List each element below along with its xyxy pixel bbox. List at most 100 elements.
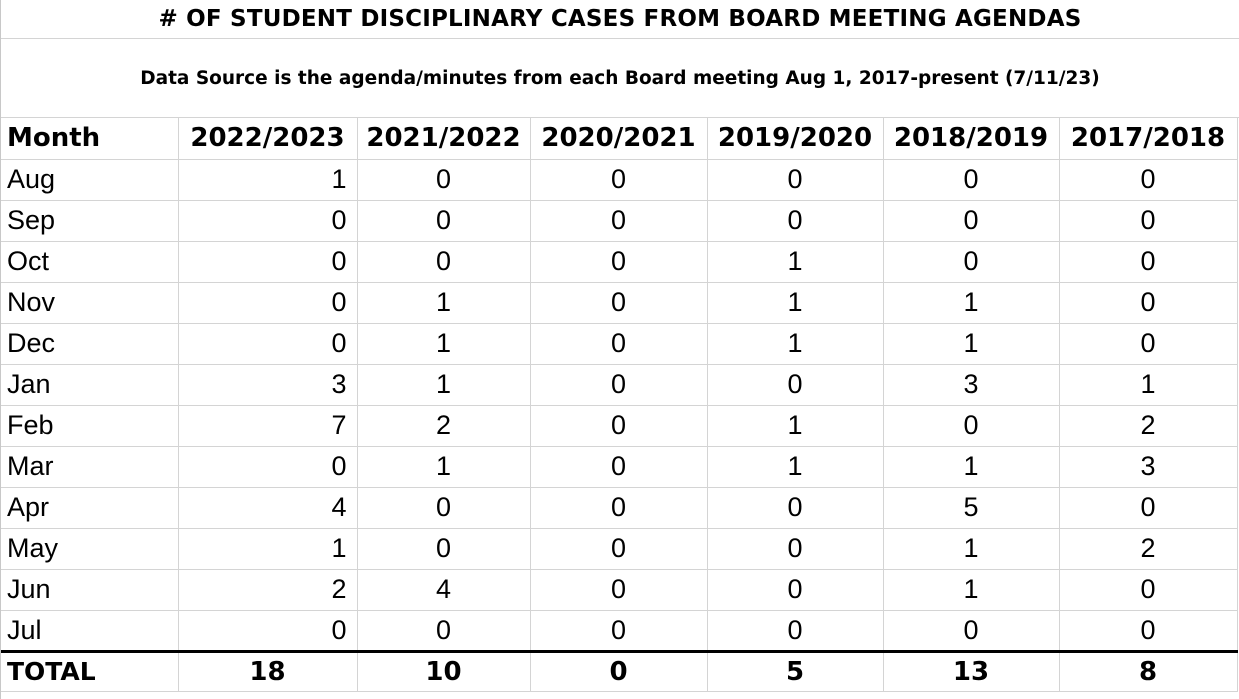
month-cell[interactable]: Dec bbox=[1, 322, 179, 365]
value-cell[interactable]: 0 bbox=[177, 609, 358, 652]
value-cell[interactable]: 7 bbox=[177, 404, 358, 447]
value-cell[interactable]: 1 bbox=[356, 281, 531, 324]
value-cell[interactable]: 1 bbox=[706, 445, 884, 488]
value-cell[interactable]: 0 bbox=[1058, 568, 1238, 611]
column-header-year[interactable]: 2018/2019 bbox=[882, 118, 1060, 160]
value-cell[interactable]: 1 bbox=[882, 527, 1060, 570]
value-cell[interactable]: 0 bbox=[177, 199, 358, 242]
value-cell[interactable]: 4 bbox=[177, 486, 358, 529]
value-cell[interactable]: 0 bbox=[529, 609, 708, 652]
value-cell[interactable]: 0 bbox=[356, 527, 531, 570]
value-cell[interactable]: 0 bbox=[882, 240, 1060, 283]
value-cell[interactable]: 0 bbox=[706, 486, 884, 529]
value-cell[interactable]: 0 bbox=[1058, 240, 1238, 283]
total-cell[interactable]: 10 bbox=[356, 649, 531, 692]
column-header-year[interactable]: 2021/2022 bbox=[356, 118, 531, 160]
month-cell[interactable]: Oct bbox=[1, 240, 179, 283]
total-cell[interactable]: 8 bbox=[1058, 649, 1238, 692]
header-row: Month 2022/2023 2021/2022 2020/2021 2019… bbox=[1, 118, 1238, 160]
total-cell[interactable]: 18 bbox=[177, 649, 358, 692]
value-cell[interactable]: 0 bbox=[1058, 281, 1238, 324]
column-header-month[interactable]: Month bbox=[1, 118, 179, 160]
value-cell[interactable]: 0 bbox=[177, 322, 358, 365]
value-cell[interactable]: 0 bbox=[356, 609, 531, 652]
month-cell[interactable]: Aug bbox=[1, 158, 179, 201]
total-label[interactable]: TOTAL bbox=[1, 649, 179, 692]
total-cell[interactable]: 0 bbox=[529, 649, 708, 692]
value-cell[interactable]: 1 bbox=[706, 240, 884, 283]
total-cell[interactable]: 13 bbox=[882, 649, 1060, 692]
value-cell[interactable]: 1 bbox=[177, 527, 358, 570]
value-cell[interactable]: 0 bbox=[177, 281, 358, 324]
value-cell[interactable]: 0 bbox=[1058, 322, 1238, 365]
month-cell[interactable]: Feb bbox=[1, 404, 179, 447]
column-header-year[interactable]: 2022/2023 bbox=[177, 118, 358, 160]
month-cell[interactable]: Sep bbox=[1, 199, 179, 242]
value-cell[interactable]: 0 bbox=[529, 363, 708, 406]
value-cell[interactable]: 0 bbox=[529, 568, 708, 611]
value-cell[interactable]: 0 bbox=[356, 199, 531, 242]
total-cell[interactable]: 5 bbox=[706, 649, 884, 692]
month-cell[interactable]: Jul bbox=[1, 609, 179, 652]
value-cell[interactable]: 0 bbox=[529, 322, 708, 365]
value-cell[interactable]: 3 bbox=[882, 363, 1060, 406]
value-cell[interactable]: 0 bbox=[177, 445, 358, 488]
value-cell[interactable]: 0 bbox=[706, 199, 884, 242]
value-cell[interactable]: 0 bbox=[529, 445, 708, 488]
value-cell[interactable]: 0 bbox=[882, 404, 1060, 447]
value-cell[interactable]: 2 bbox=[356, 404, 531, 447]
value-cell[interactable]: 3 bbox=[1058, 445, 1238, 488]
value-cell[interactable]: 0 bbox=[356, 486, 531, 529]
value-cell[interactable]: 2 bbox=[1058, 527, 1238, 570]
value-cell[interactable]: 0 bbox=[706, 609, 884, 652]
column-header-year[interactable]: 2017/2018 bbox=[1058, 118, 1238, 160]
table-row: Dec 0 1 0 1 1 0 bbox=[1, 322, 1238, 365]
month-cell[interactable]: Nov bbox=[1, 281, 179, 324]
value-cell[interactable]: 1 bbox=[177, 158, 358, 201]
value-cell[interactable]: 0 bbox=[1058, 158, 1238, 201]
value-cell[interactable]: 0 bbox=[529, 240, 708, 283]
value-cell[interactable]: 1 bbox=[356, 322, 531, 365]
value-cell[interactable]: 1 bbox=[706, 281, 884, 324]
month-cell[interactable]: Jun bbox=[1, 568, 179, 611]
value-cell[interactable]: 2 bbox=[1058, 404, 1238, 447]
value-cell[interactable]: 0 bbox=[706, 568, 884, 611]
value-cell[interactable]: 0 bbox=[882, 158, 1060, 201]
value-cell[interactable]: 0 bbox=[882, 199, 1060, 242]
column-header-year[interactable]: 2019/2020 bbox=[706, 118, 884, 160]
month-cell[interactable]: May bbox=[1, 527, 179, 570]
value-cell[interactable]: 0 bbox=[177, 240, 358, 283]
value-cell[interactable]: 0 bbox=[1058, 199, 1238, 242]
value-cell[interactable]: 0 bbox=[356, 158, 531, 201]
month-cell[interactable]: Jan bbox=[1, 363, 179, 406]
value-cell[interactable]: 1 bbox=[882, 445, 1060, 488]
value-cell[interactable]: 1 bbox=[882, 568, 1060, 611]
value-cell[interactable]: 1 bbox=[356, 445, 531, 488]
value-cell[interactable]: 0 bbox=[529, 486, 708, 529]
value-cell[interactable]: 1 bbox=[706, 404, 884, 447]
value-cell[interactable]: 0 bbox=[1058, 609, 1238, 652]
value-cell[interactable]: 1 bbox=[882, 281, 1060, 324]
value-cell[interactable]: 0 bbox=[706, 527, 884, 570]
value-cell[interactable]: 0 bbox=[529, 527, 708, 570]
value-cell[interactable]: 0 bbox=[356, 240, 531, 283]
value-cell[interactable]: 0 bbox=[706, 158, 884, 201]
value-cell[interactable]: 1 bbox=[882, 322, 1060, 365]
value-cell[interactable]: 0 bbox=[529, 158, 708, 201]
value-cell[interactable]: 1 bbox=[356, 363, 531, 406]
month-cell[interactable]: Mar bbox=[1, 445, 179, 488]
value-cell[interactable]: 1 bbox=[1058, 363, 1238, 406]
column-header-year[interactable]: 2020/2021 bbox=[529, 118, 708, 160]
value-cell[interactable]: 0 bbox=[706, 363, 884, 406]
value-cell[interactable]: 0 bbox=[1058, 486, 1238, 529]
month-cell[interactable]: Apr bbox=[1, 486, 179, 529]
value-cell[interactable]: 0 bbox=[529, 281, 708, 324]
value-cell[interactable]: 0 bbox=[882, 609, 1060, 652]
value-cell[interactable]: 1 bbox=[706, 322, 884, 365]
value-cell[interactable]: 0 bbox=[529, 199, 708, 242]
value-cell[interactable]: 4 bbox=[356, 568, 531, 611]
value-cell[interactable]: 2 bbox=[177, 568, 358, 611]
value-cell[interactable]: 3 bbox=[177, 363, 358, 406]
value-cell[interactable]: 0 bbox=[529, 404, 708, 447]
value-cell[interactable]: 5 bbox=[882, 486, 1060, 529]
